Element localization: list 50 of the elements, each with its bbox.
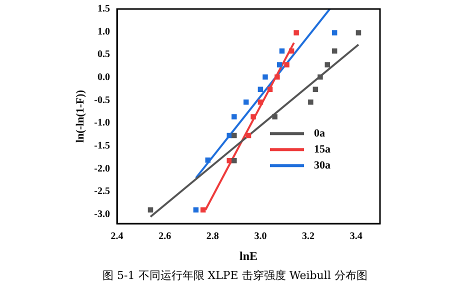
point	[232, 158, 237, 164]
point	[262, 74, 268, 80]
y-tick-label: -1.0	[94, 118, 110, 129]
point	[288, 48, 294, 54]
x-tick-label: 3.2	[302, 231, 315, 242]
x-axis-title: lnE	[240, 248, 258, 263]
legend-label: 30a	[314, 159, 331, 172]
point	[332, 30, 338, 36]
point	[279, 48, 285, 54]
x-tick-label: 2.4	[110, 231, 124, 242]
point	[232, 132, 237, 138]
y-tick-label: 1.5	[98, 4, 110, 15]
y-tick-label: 0.5	[98, 49, 110, 60]
y-tick-label: -1.5	[94, 140, 110, 152]
y-tick-label: -2.0	[94, 163, 110, 174]
point	[267, 86, 273, 92]
legend-label: 0a	[314, 127, 326, 140]
point	[258, 100, 264, 105]
point	[274, 74, 280, 80]
point	[148, 207, 154, 213]
point	[205, 158, 210, 163]
caption: 图 5-1 不同运行年限 XLPE 击穿强度 Weibull 分布图	[102, 268, 368, 283]
legend-label: 15a	[314, 143, 331, 156]
y-axis-title: ln(-ln(1-F))	[74, 90, 86, 143]
y-tick-label: -2.5	[94, 186, 110, 198]
point	[244, 100, 249, 105]
point	[284, 62, 290, 68]
point	[258, 86, 264, 92]
y-tick-label: -3.0	[94, 209, 110, 220]
point	[318, 74, 323, 80]
x-tick-label: 2.8	[206, 231, 219, 242]
x-tick-label: 2.6	[158, 231, 172, 242]
point	[200, 207, 206, 213]
y-tick-label: -0.5	[94, 94, 110, 106]
point	[324, 62, 330, 68]
point	[276, 62, 282, 68]
y-tick-label: 1.0	[98, 26, 110, 38]
x-tick-label: 3.4	[350, 231, 362, 242]
point	[332, 48, 338, 54]
point	[232, 114, 237, 120]
point	[193, 207, 199, 213]
point	[246, 132, 252, 138]
point	[272, 114, 278, 120]
x-tick-label: 3.0	[254, 231, 267, 242]
point	[312, 86, 318, 92]
y-tick-label: 0.0	[98, 72, 110, 84]
point	[250, 114, 256, 120]
point	[294, 30, 299, 36]
point	[356, 30, 362, 36]
point	[308, 100, 314, 105]
